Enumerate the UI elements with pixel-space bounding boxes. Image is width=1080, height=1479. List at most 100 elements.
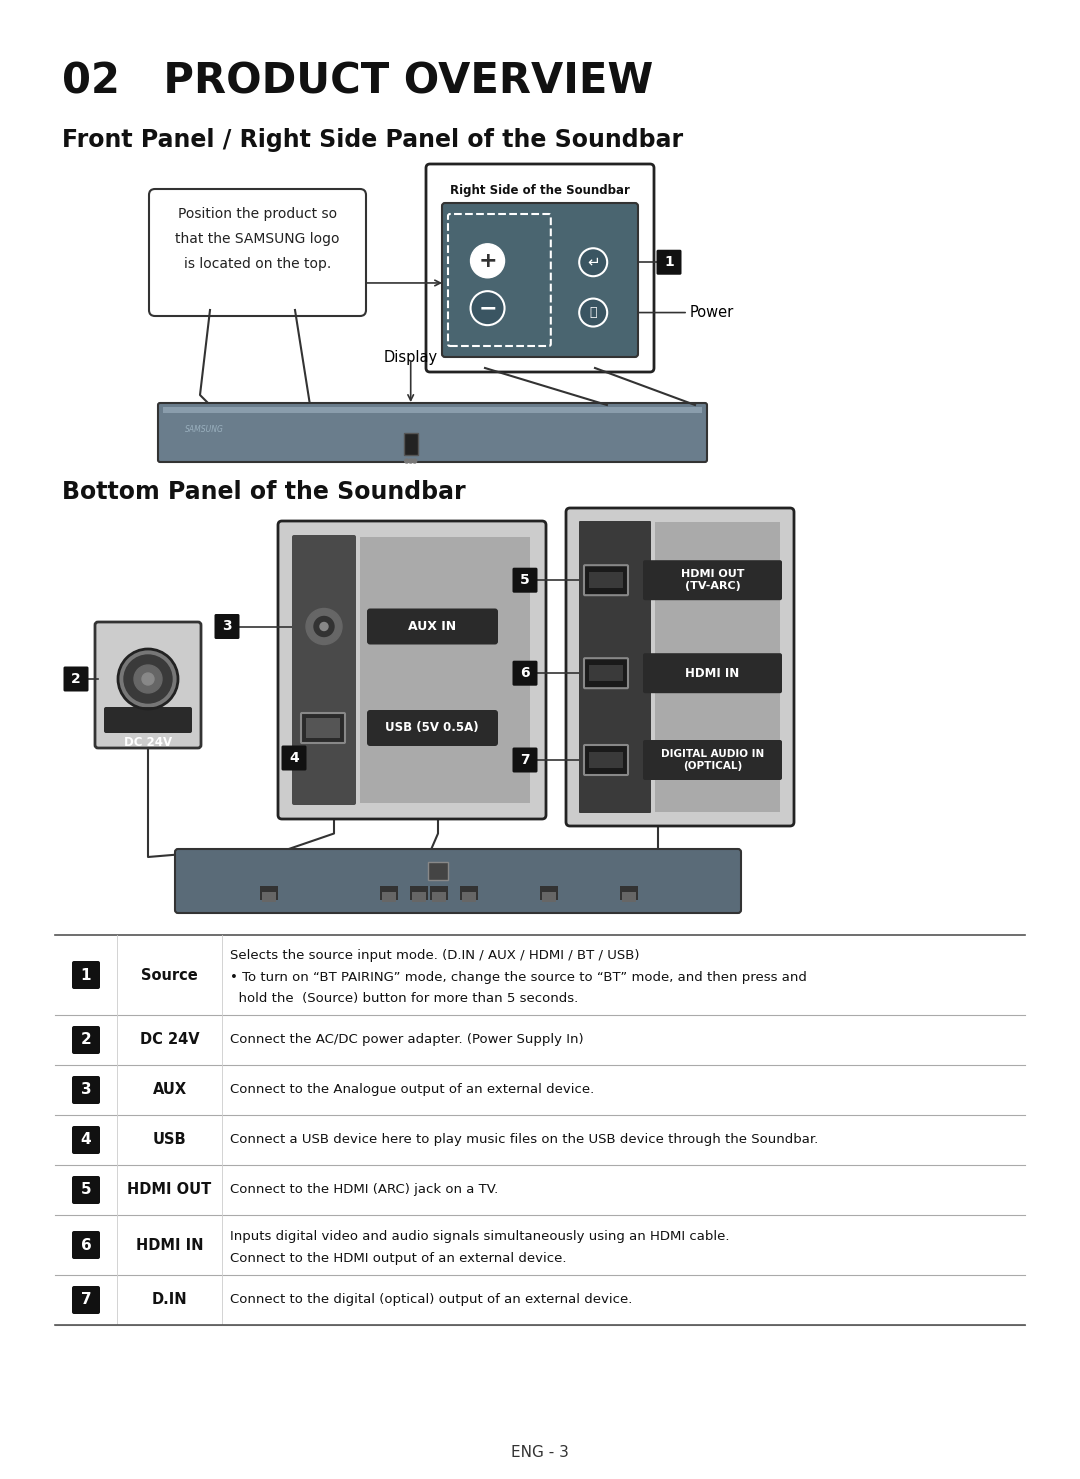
Bar	[432, 892, 446, 902]
Bar	[430, 886, 448, 901]
Text: 6: 6	[521, 666, 530, 680]
Bar	[380, 886, 399, 901]
FancyBboxPatch shape	[72, 1287, 100, 1313]
Bar	[589, 572, 623, 589]
FancyBboxPatch shape	[579, 521, 651, 813]
Text: Connect to the digital (optical) output of an external device.: Connect to the digital (optical) output …	[230, 1294, 633, 1306]
Text: AUX: AUX	[152, 1083, 187, 1097]
FancyBboxPatch shape	[513, 568, 538, 593]
Bar	[260, 886, 278, 901]
Circle shape	[320, 623, 328, 630]
Text: Connect the AC/DC power adapter. (Power Supply In): Connect the AC/DC power adapter. (Power …	[230, 1034, 583, 1047]
FancyBboxPatch shape	[72, 1176, 100, 1204]
Text: 7: 7	[81, 1293, 92, 1307]
Text: USB: USB	[152, 1133, 187, 1148]
Text: DC 24V: DC 24V	[124, 735, 172, 748]
Bar	[620, 886, 638, 901]
FancyBboxPatch shape	[584, 745, 627, 775]
Bar	[382, 892, 396, 902]
FancyBboxPatch shape	[367, 608, 498, 645]
Circle shape	[408, 458, 413, 463]
Text: DC 24V: DC 24V	[139, 1032, 200, 1047]
Text: 3: 3	[222, 620, 232, 633]
Bar	[589, 666, 623, 682]
Bar	[622, 892, 636, 902]
Text: Connect to the HDMI output of an external device.: Connect to the HDMI output of an externa…	[230, 1253, 567, 1265]
Text: Inputs digital video and audio signals simultaneously using an HDMI cable.: Inputs digital video and audio signals s…	[230, 1231, 729, 1242]
FancyBboxPatch shape	[104, 707, 192, 734]
FancyBboxPatch shape	[278, 521, 546, 819]
Text: 5: 5	[81, 1183, 92, 1198]
FancyBboxPatch shape	[64, 667, 89, 692]
Circle shape	[413, 458, 417, 463]
FancyBboxPatch shape	[175, 849, 741, 913]
FancyBboxPatch shape	[513, 747, 538, 772]
Bar	[428, 862, 448, 880]
Bar	[404, 433, 418, 456]
Text: 4: 4	[289, 751, 299, 765]
Text: hold the  (Source) button for more than 5 seconds.: hold the (Source) button for more than 5…	[230, 992, 578, 1006]
Text: Connect a USB device here to play music files on the USB device through the Soun: Connect a USB device here to play music …	[230, 1133, 819, 1146]
Text: 1: 1	[664, 256, 674, 269]
Text: 4: 4	[81, 1133, 92, 1148]
Bar	[410, 886, 428, 901]
Bar	[542, 892, 556, 902]
Text: HDMI OUT
(TV-ARC): HDMI OUT (TV-ARC)	[680, 569, 744, 592]
Circle shape	[405, 458, 408, 463]
Text: 2: 2	[81, 1032, 92, 1047]
Text: USB (5V 0.5A): USB (5V 0.5A)	[386, 722, 478, 735]
FancyBboxPatch shape	[442, 203, 638, 356]
Bar	[654, 522, 780, 812]
Bar	[306, 717, 340, 738]
Text: 3: 3	[81, 1083, 92, 1097]
FancyBboxPatch shape	[301, 713, 345, 742]
Text: Selects the source input mode. (D.IN / AUX / HDMI / BT / USB): Selects the source input mode. (D.IN / A…	[230, 950, 639, 961]
Bar	[460, 886, 478, 901]
FancyBboxPatch shape	[566, 507, 794, 825]
Bar	[360, 537, 530, 803]
Bar	[540, 886, 558, 901]
FancyBboxPatch shape	[282, 745, 307, 771]
FancyBboxPatch shape	[643, 654, 782, 694]
Circle shape	[579, 248, 607, 277]
FancyBboxPatch shape	[72, 961, 100, 989]
Text: 5: 5	[521, 574, 530, 587]
Text: 02   PRODUCT OVERVIEW: 02 PRODUCT OVERVIEW	[62, 61, 653, 102]
Text: Front Panel / Right Side Panel of the Soundbar: Front Panel / Right Side Panel of the So…	[62, 129, 684, 152]
Bar	[163, 407, 702, 413]
FancyBboxPatch shape	[158, 402, 707, 461]
FancyBboxPatch shape	[657, 250, 681, 275]
FancyBboxPatch shape	[643, 740, 782, 779]
Text: HDMI IN: HDMI IN	[136, 1238, 203, 1253]
Circle shape	[118, 649, 178, 708]
FancyBboxPatch shape	[426, 164, 654, 373]
Text: 2: 2	[71, 671, 81, 686]
Circle shape	[579, 299, 607, 327]
Text: HDMI IN: HDMI IN	[686, 667, 740, 680]
FancyBboxPatch shape	[513, 661, 538, 686]
Text: 1: 1	[81, 967, 91, 982]
Text: DIGITAL AUDIO IN
(OPTICAL): DIGITAL AUDIO IN (OPTICAL)	[661, 748, 765, 771]
Text: Display: Display	[383, 351, 437, 365]
Circle shape	[314, 617, 334, 636]
Text: Source: Source	[141, 967, 198, 982]
Text: ↵: ↵	[586, 254, 599, 269]
Circle shape	[306, 608, 342, 645]
FancyBboxPatch shape	[149, 189, 366, 317]
FancyBboxPatch shape	[292, 535, 356, 805]
Circle shape	[134, 666, 162, 694]
Circle shape	[124, 655, 172, 703]
FancyBboxPatch shape	[367, 710, 498, 745]
FancyBboxPatch shape	[95, 623, 201, 748]
FancyBboxPatch shape	[72, 1077, 100, 1103]
Text: −: −	[478, 299, 497, 318]
FancyBboxPatch shape	[72, 1126, 100, 1154]
FancyBboxPatch shape	[643, 561, 782, 600]
Text: Connect to the Analogue output of an external device.: Connect to the Analogue output of an ext…	[230, 1084, 594, 1096]
Text: Bottom Panel of the Soundbar: Bottom Panel of the Soundbar	[62, 481, 465, 504]
FancyBboxPatch shape	[72, 1026, 100, 1055]
Text: 7: 7	[521, 753, 530, 768]
Text: 6: 6	[81, 1238, 92, 1253]
Text: Right Side of the Soundbar: Right Side of the Soundbar	[450, 183, 630, 197]
Bar	[262, 892, 276, 902]
